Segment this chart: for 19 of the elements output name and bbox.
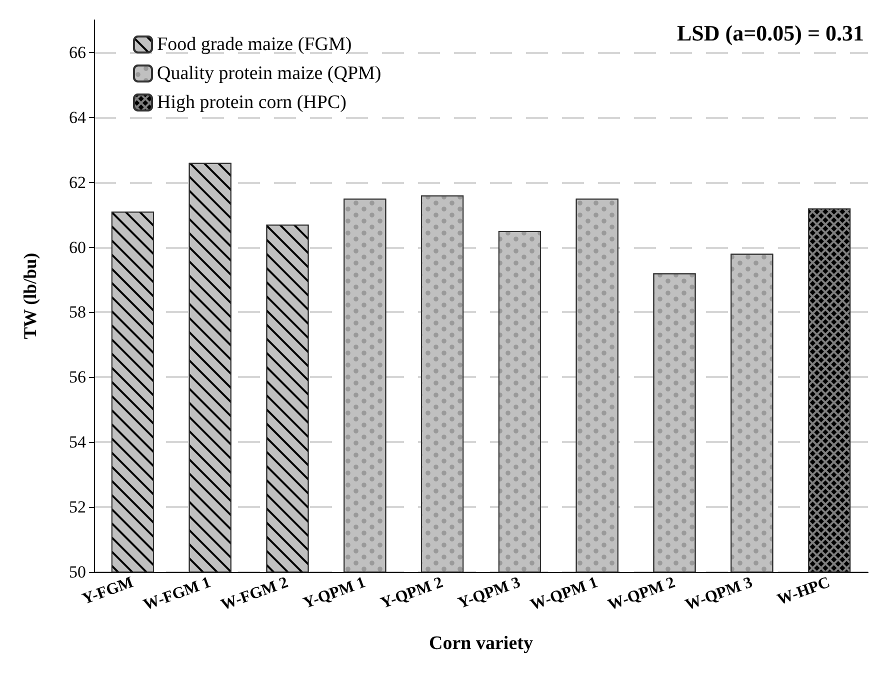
legend-label: High protein corn (HPC) <box>157 92 346 113</box>
legend-label: Food grade maize (FGM) <box>157 34 352 55</box>
x-tick-label: Y-QPM 3 <box>456 574 523 612</box>
legend-label: Quality protein maize (QPM) <box>157 63 382 84</box>
y-tick-label: 50 <box>69 562 86 582</box>
x-tick-label: W-HPC <box>775 574 832 609</box>
y-tick-label: 62 <box>69 172 86 192</box>
y-tick-label: 52 <box>69 498 86 517</box>
x-axis-title: Corn variety <box>429 633 534 654</box>
x-tick-label: Y-QPM 1 <box>301 574 368 612</box>
y-axis-title: TW (lb/bu) <box>20 252 40 340</box>
y-tick-label: 66 <box>69 42 86 62</box>
annotation: LSD (a=0.05) = 0.31 <box>676 20 864 46</box>
y-tick-label: 56 <box>69 368 86 387</box>
y-tick-label: 64 <box>69 108 86 127</box>
y-tick-label: 60 <box>69 238 86 257</box>
y-tick-label: 58 <box>69 302 86 322</box>
x-tick-label: Y-QPM 2 <box>378 574 446 612</box>
y-tick-label: 54 <box>69 432 86 452</box>
